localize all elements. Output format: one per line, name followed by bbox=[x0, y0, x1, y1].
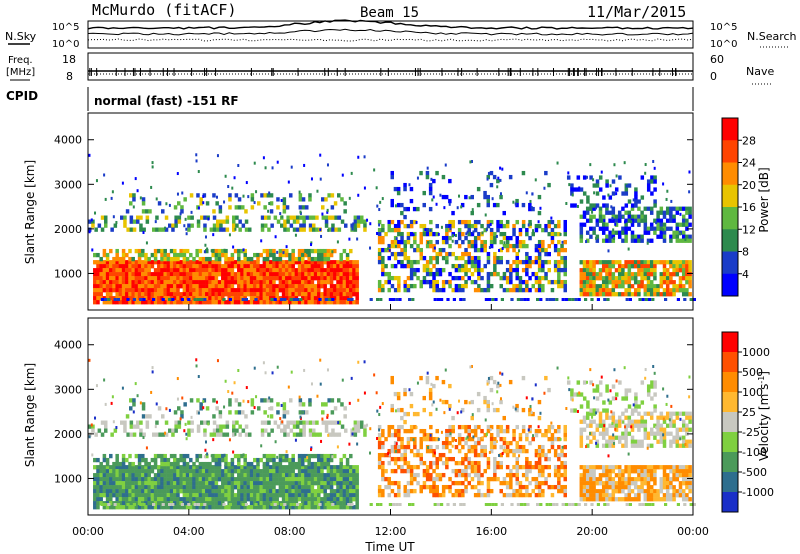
colorbar-tick-label: 25 bbox=[742, 406, 756, 419]
colorbar-tick-label: 20 bbox=[742, 179, 756, 192]
power-ylabel: Slant Range [km] bbox=[23, 160, 37, 264]
y-tick-label: 1000 bbox=[54, 267, 82, 280]
colorbar-swatch bbox=[722, 392, 738, 413]
y-tick-label: 4000 bbox=[54, 339, 82, 352]
x-tick-label: 08:00 bbox=[274, 525, 306, 538]
freq-panel: Freq. [MHz] 18 8 60 0 Nave bbox=[6, 52, 774, 85]
colorbar-tick-label: 500 bbox=[742, 366, 763, 379]
beam-title: Beam 15 bbox=[360, 5, 419, 21]
colorbar-swatch bbox=[722, 140, 738, 163]
freq-traces bbox=[88, 68, 693, 76]
colorbar-swatch bbox=[722, 273, 738, 297]
colorbar-swatch bbox=[722, 472, 738, 493]
x-tick-label: 04:00 bbox=[173, 525, 205, 538]
velocity-ylabel: Slant Range [km] bbox=[23, 363, 37, 467]
x-tick-label: 20:00 bbox=[576, 525, 608, 538]
colorbar-swatch bbox=[722, 372, 738, 393]
power-y-ticks: 1000 2000 3000 4000 bbox=[54, 134, 693, 280]
nsky-right-tick-top: 10^5 bbox=[710, 22, 737, 33]
colorbar-swatch bbox=[722, 251, 738, 275]
freq-label-line1: Freq. bbox=[8, 55, 33, 66]
velocity-heatmap-cells bbox=[88, 358, 696, 510]
y-tick-label: 2000 bbox=[54, 428, 82, 441]
freq-left-tick-bottom: 8 bbox=[66, 70, 73, 83]
nsky-panel: N.Sky 10^5 10^0 10^5 10^0 N.Search bbox=[5, 19, 797, 50]
colorbar-swatch bbox=[722, 229, 738, 252]
nsky-right-tick-bottom: 10^0 bbox=[710, 39, 737, 50]
colorbar-swatch bbox=[722, 162, 738, 186]
colorbar-tick-label: 16 bbox=[742, 201, 756, 214]
nsky-label: N.Sky bbox=[5, 30, 37, 43]
colorbar-swatch bbox=[722, 412, 738, 433]
colorbar-tick-label: -25 bbox=[742, 426, 760, 439]
cpid-panel: CPID normal (fast) -151 RF bbox=[6, 87, 694, 111]
colorbar-swatch bbox=[722, 492, 738, 513]
y-tick-label: 1000 bbox=[54, 472, 82, 485]
date-title: 11/Mar/2015 bbox=[587, 3, 686, 21]
colorbar-tick-label: 8 bbox=[742, 246, 749, 259]
x-tick-label: 00:00 bbox=[72, 525, 104, 538]
colorbar-tick-label: -500 bbox=[742, 466, 767, 479]
x-tick-label: 16:00 bbox=[475, 525, 507, 538]
y-tick-label: 4000 bbox=[54, 134, 82, 147]
velocity-panel: 1000 2000 3000 4000 Slant Range [km] 1000 50… bbox=[23, 304, 774, 554]
station-title: McMurdo (fitACF) bbox=[92, 1, 237, 19]
time-xlabel: Time UT bbox=[364, 540, 415, 554]
nsearch-label: N.Search bbox=[747, 30, 797, 43]
colorbar-swatch bbox=[722, 184, 738, 208]
colorbar-tick-label: -1000 bbox=[742, 486, 774, 499]
nsky-traces bbox=[87, 19, 694, 42]
y-tick-label: 3000 bbox=[54, 383, 82, 396]
nsky-left-tick-top: 10^5 bbox=[52, 22, 79, 33]
x-tick-label: 12:00 bbox=[375, 525, 407, 538]
velocity-colorbar: 1000 500 100 25 -25 -100 -500 -1000 bbox=[721, 331, 774, 513]
power-panel: 1000 2000 3000 4000 Slant Range [km] 4 8 12 16… bbox=[23, 112, 771, 311]
colorbar-tick-label: 12 bbox=[742, 223, 756, 236]
nsky-left-tick-bottom: 10^0 bbox=[52, 39, 79, 50]
colorbar-tick-label: 1000 bbox=[742, 346, 770, 359]
nave-label: Nave bbox=[746, 65, 774, 78]
velocity-colorbar-label: Velocity [m s-1] bbox=[757, 371, 772, 461]
colorbar-tick-label: 28 bbox=[742, 134, 756, 147]
freq-label-line2: [MHz] bbox=[6, 67, 35, 78]
power-colorbar-label: Power [dB] bbox=[757, 167, 771, 232]
power-colorbar: 4 8 12 16 20 24 28 bbox=[721, 117, 756, 297]
y-tick-label: 2000 bbox=[54, 223, 82, 236]
colorbar-swatch bbox=[722, 207, 738, 230]
colorbar-tick-label: 100 bbox=[742, 386, 763, 399]
colorbar-swatch bbox=[722, 432, 738, 453]
x-tick-label: 00:00 bbox=[677, 525, 709, 538]
cpid-text: normal (fast) -151 RF bbox=[94, 94, 239, 108]
colorbar-swatch bbox=[722, 452, 738, 473]
colorbar-tick-label: 4 bbox=[742, 268, 749, 281]
colorbar-tick-label: -100 bbox=[742, 446, 767, 459]
colorbar-swatch bbox=[722, 332, 738, 353]
freq-right-tick-bottom: 0 bbox=[710, 70, 717, 83]
cpid-label: CPID bbox=[6, 89, 38, 103]
colorbar-swatch bbox=[722, 352, 738, 373]
freq-right-tick-top: 60 bbox=[710, 53, 724, 66]
freq-left-tick-top: 18 bbox=[62, 53, 76, 66]
velocity-y-ticks: 1000 2000 3000 4000 bbox=[54, 339, 693, 485]
time-x-ticks: 00:00 04:00 08:00 12:00 16:00 20:00 00:00 bbox=[72, 304, 709, 538]
colorbar-tick-label: 24 bbox=[742, 157, 756, 170]
y-tick-label: 3000 bbox=[54, 178, 82, 191]
power-heatmap-cells bbox=[88, 153, 696, 305]
colorbar-swatch bbox=[722, 118, 738, 141]
